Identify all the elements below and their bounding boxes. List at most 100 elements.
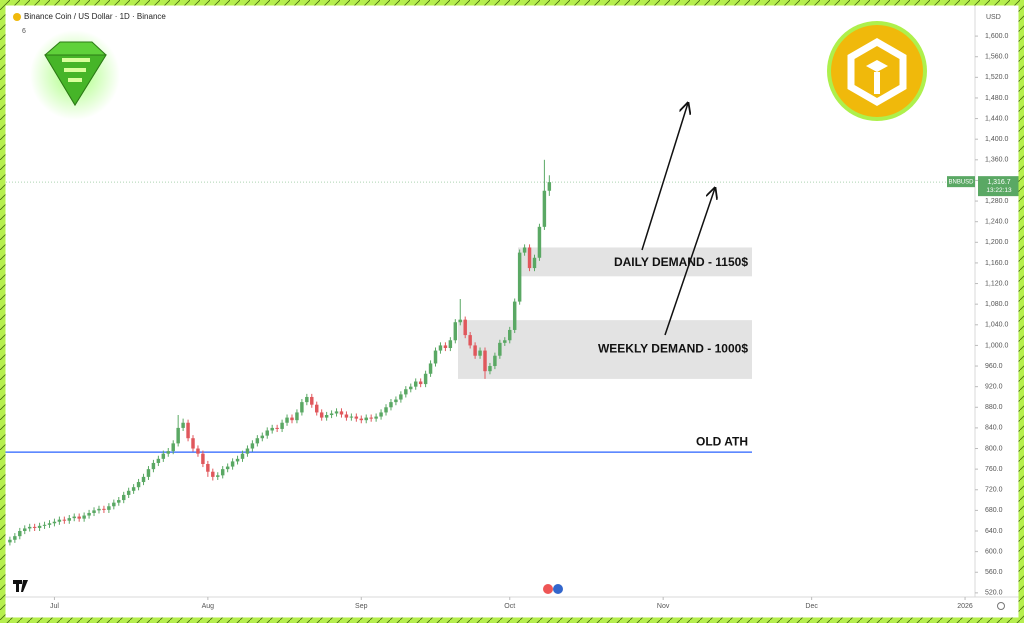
zone-label: WEEKLY DEMAND - 1000$ [598, 342, 748, 356]
candle-body [532, 257, 537, 269]
candle-body [498, 342, 502, 356]
candle-body [512, 301, 517, 330]
y-tick-label: 1,400.0 [985, 136, 1008, 143]
candle-body [413, 381, 418, 387]
indicator-count: 6 [22, 28, 26, 35]
candle-body [285, 417, 289, 423]
candle-body [547, 182, 552, 191]
candle-body [364, 417, 368, 421]
candle-body [176, 427, 180, 444]
candle-body [438, 345, 443, 351]
y-tick-label: 1,120.0 [985, 280, 1008, 287]
candle-body [443, 345, 448, 348]
symbol-tag-label: BNBUSD [948, 180, 974, 186]
candle-body [270, 427, 274, 431]
candle-body [423, 373, 428, 385]
candle-body [344, 414, 349, 418]
candle-body [537, 226, 542, 258]
candle-body [62, 519, 67, 521]
candle-body [240, 453, 245, 459]
candle-body [161, 453, 166, 459]
arrow [641, 103, 688, 251]
y-tick-label: 640.0 [985, 528, 1003, 535]
candle-body [517, 252, 522, 302]
event-icons [543, 584, 563, 594]
candle-body [121, 494, 126, 501]
demand-zone [458, 320, 752, 379]
x-tick-label: Sep [355, 603, 368, 610]
candle-body [522, 247, 527, 253]
candle-body [166, 451, 170, 454]
bnb-logo [827, 21, 927, 121]
candle-body [156, 458, 161, 463]
x-tick-label: Nov [657, 603, 670, 610]
y-tick-label: 960.0 [985, 363, 1003, 370]
candle-body [37, 525, 42, 528]
y-tick-label: 1,280.0 [985, 198, 1008, 205]
candle-body [216, 475, 220, 477]
candle-body [8, 539, 12, 543]
candle-body [374, 416, 378, 419]
candle-body [13, 536, 17, 540]
candle-body [394, 399, 398, 403]
settings-icon[interactable] [997, 602, 1005, 610]
candle-body [72, 516, 76, 519]
candle-body [379, 412, 383, 417]
candle-body [67, 518, 72, 521]
candle-body [384, 407, 388, 413]
candle-body [92, 510, 96, 513]
y-tick-label: 1,360.0 [985, 157, 1008, 164]
candle-body [315, 404, 319, 413]
candle-body [359, 418, 364, 421]
y-tick-label: 1,040.0 [985, 322, 1008, 329]
candle-body [260, 435, 265, 439]
tv-logo [13, 580, 28, 592]
candle-body [463, 319, 467, 336]
candle-body [211, 471, 215, 477]
candle-body [255, 438, 260, 444]
candle-body [97, 508, 101, 511]
candle-body [18, 531, 22, 537]
candle-body [473, 345, 477, 356]
candle-body [151, 462, 156, 470]
candle-body [453, 322, 458, 341]
candle-body [225, 466, 230, 470]
candle-body [339, 411, 344, 415]
axes: 520.0 560.0 600.0 640.0 680.0 720.0 760.0 800.0… [0, 33, 1020, 610]
candle-body [389, 402, 393, 408]
candle-body [220, 469, 225, 476]
y-tick-label: 1,600.0 [985, 33, 1008, 40]
y-tick-label: 1,240.0 [985, 219, 1008, 226]
candle-body [404, 389, 408, 395]
candle-body [508, 329, 512, 341]
candle-body [245, 448, 250, 454]
y-tick-label: 1,480.0 [985, 95, 1008, 102]
candle-body [527, 247, 532, 269]
candle-body [275, 427, 279, 429]
candle-body [141, 476, 146, 483]
x-tick-label: Jul [50, 603, 59, 610]
y-tick-label: 800.0 [985, 445, 1003, 452]
candle-body [171, 443, 175, 452]
x-tick-label: 2026 [957, 603, 973, 610]
price-tag [978, 176, 1020, 197]
candle-body [265, 430, 269, 436]
candle-body [181, 422, 185, 428]
candle-body [324, 415, 329, 418]
y-tick-label: 680.0 [985, 507, 1003, 514]
plot [8, 159, 552, 546]
candle-body [478, 350, 482, 356]
y-tick-label: 880.0 [985, 404, 1003, 411]
price-tag-label: 1,316.7 [987, 179, 1010, 186]
y-tick-label: 920.0 [985, 384, 1003, 391]
candle-body [47, 523, 52, 525]
y-tick-label: 560.0 [985, 569, 1003, 576]
candle-body [250, 443, 255, 449]
candle-body [319, 412, 324, 418]
y-tick-label: 760.0 [985, 466, 1003, 473]
candle-body [433, 350, 438, 364]
x-tick-label: Oct [504, 603, 515, 610]
candle-body [349, 416, 354, 418]
candle-body [418, 381, 423, 385]
